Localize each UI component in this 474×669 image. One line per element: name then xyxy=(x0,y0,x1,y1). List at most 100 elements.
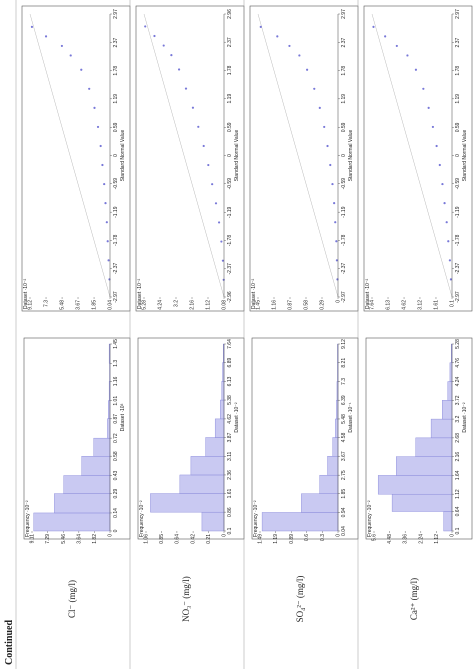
histogram-bar xyxy=(33,512,111,532)
qq-y-tick-label: 1.61 xyxy=(433,300,439,310)
qq-x-tick-label: 1.78 xyxy=(113,66,119,76)
dataset-tick-label: 0.72 xyxy=(113,433,119,443)
qq-y-tick-label: 9.12 xyxy=(28,300,34,310)
dataset-tick-label: 6.39 xyxy=(341,395,347,405)
freq-tick-label: 1.12 xyxy=(434,534,440,544)
dataset-tick-label: 1.61 xyxy=(227,488,233,498)
qq-x-tick-label: -1.19 xyxy=(341,206,347,218)
qq-x-tick-label: -1.78 xyxy=(113,234,119,246)
row-label: SO₄²⁻ (mg/l) xyxy=(295,576,305,623)
dataset-tick-label: 3.2 xyxy=(455,415,461,422)
row-label: Ca²⁺ (mg/l) xyxy=(409,578,419,620)
qq-y-tick-label: 4.24 xyxy=(158,300,164,310)
qq-x-tick-label: -2.37 xyxy=(341,263,347,275)
qq-point xyxy=(372,25,375,28)
qq-x-tick-label: 1.78 xyxy=(227,65,233,75)
qq-x-label: Standard Normal Value xyxy=(234,129,240,181)
qq-y-tick-label: 5.48 xyxy=(60,300,66,310)
qq-y-tick-label: 4.62 xyxy=(402,300,408,310)
dataset-tick-label: 0.58 xyxy=(113,451,119,461)
row-label: NO₃⁻ (mg/l) xyxy=(181,576,191,622)
qq-y-tick-label: 7.64 xyxy=(370,300,376,310)
qq-x-tick-label: 2.96 xyxy=(227,9,233,19)
qq-x-tick-label: 2.37 xyxy=(455,38,461,48)
qq-x-tick-label: 2.37 xyxy=(113,38,119,48)
qq-x-tick-label: 0.59 xyxy=(113,122,119,132)
qq-y-tick-label: 5.28 xyxy=(142,300,148,310)
freq-axis-label: Frequency ·10⁻² xyxy=(25,500,31,537)
dataset-tick-label: 1.85 xyxy=(341,489,347,499)
qq-point xyxy=(101,163,104,167)
qq-point xyxy=(96,125,100,129)
dataset-tick-label: 5.28 xyxy=(455,339,461,349)
freq-tick-label: 0.21 xyxy=(206,534,212,544)
qq-point xyxy=(104,202,107,205)
dataset-axis-label: Dataset ·10⁻² xyxy=(462,402,468,432)
freq-tick-label: 0.6 xyxy=(304,534,310,541)
qq-x-tick-label: 1.78 xyxy=(341,66,347,76)
qq-point xyxy=(422,87,425,90)
qq-point xyxy=(44,35,48,38)
qq-point xyxy=(105,221,108,224)
qq-x-tick-label: -2.97 xyxy=(455,291,461,303)
qq-point xyxy=(170,54,173,57)
qq-x-tick-label: -0.59 xyxy=(455,178,461,190)
qq-point xyxy=(184,87,188,90)
freq-axis-label: Frequency ·10⁻² xyxy=(253,500,259,537)
qq-point xyxy=(384,35,387,38)
qq-y-tick-label: 1.16 xyxy=(272,300,278,310)
qq-point xyxy=(99,144,102,148)
dataset-tick-label: 6.89 xyxy=(227,358,233,368)
histogram-bar xyxy=(107,418,111,439)
dataset-tick-label: 0.43 xyxy=(113,470,119,480)
freq-tick-label: 0.3 xyxy=(320,534,326,541)
freq-tick-label: 0 xyxy=(108,534,114,537)
qq-point xyxy=(333,202,336,205)
qq-x-tick-label: 1.78 xyxy=(455,66,461,76)
qq-x-tick-label: 1.19 xyxy=(227,94,233,104)
dataset-tick-label: 0 xyxy=(113,529,119,532)
qq-x-tick-label: -1.19 xyxy=(455,206,461,218)
qq-point xyxy=(107,259,110,262)
dataset-tick-label: 3.72 xyxy=(455,395,461,405)
histogram-bar xyxy=(327,456,339,476)
histogram-bar xyxy=(332,437,339,457)
qq-point xyxy=(207,163,210,167)
dataset-tick-label: 0.1 xyxy=(227,527,233,534)
reference-line xyxy=(29,13,111,298)
qq-point xyxy=(334,221,337,224)
dataset-tick-label: 7.3 xyxy=(341,378,347,385)
histogram-bar xyxy=(108,400,111,420)
qq-x-label: Standard Normal Value xyxy=(348,129,354,181)
qq-x-tick-label: 0 xyxy=(455,154,461,157)
histogram-bar xyxy=(335,418,339,438)
dataset-tick-label: 3.87 xyxy=(227,432,233,442)
qq-point xyxy=(288,44,291,48)
histogram-bar xyxy=(93,437,111,457)
histogram-bar xyxy=(54,493,111,514)
qq-x-label: Standard Normal Value xyxy=(462,129,468,181)
qq-point xyxy=(331,182,334,186)
qq-x-tick-label: -2.37 xyxy=(455,263,461,275)
qq-point xyxy=(106,240,109,243)
dataset-tick-label: 2.75 xyxy=(341,470,347,480)
qq-point xyxy=(211,183,214,186)
qq-y-tick-label: 2.16 xyxy=(190,300,196,310)
freq-tick-label: 1.49 xyxy=(258,534,264,544)
qq-point xyxy=(313,87,316,90)
qq-y-tick-label: 0 xyxy=(336,300,342,303)
histogram-bar xyxy=(150,493,225,513)
histogram-bar xyxy=(447,381,453,401)
qq-x-tick-label: 1.19 xyxy=(113,94,119,104)
dataset-tick-label: 0.86 xyxy=(227,507,233,517)
qq-x-tick-label: -2.37 xyxy=(227,263,233,275)
dataset-tick-label: 4.62 xyxy=(227,414,233,424)
qq-y-label: Dataset ·10⁻² xyxy=(251,279,257,309)
freq-tick-label: 0.85 xyxy=(159,534,165,544)
qq-point xyxy=(335,259,338,262)
qq-y-tick-label: 3.12 xyxy=(417,300,423,310)
dataset-axis-label: Dataset ·10⁻¹ xyxy=(348,402,354,432)
histogram-bar xyxy=(190,456,225,476)
dataset-tick-label: 9.12 xyxy=(341,339,347,349)
